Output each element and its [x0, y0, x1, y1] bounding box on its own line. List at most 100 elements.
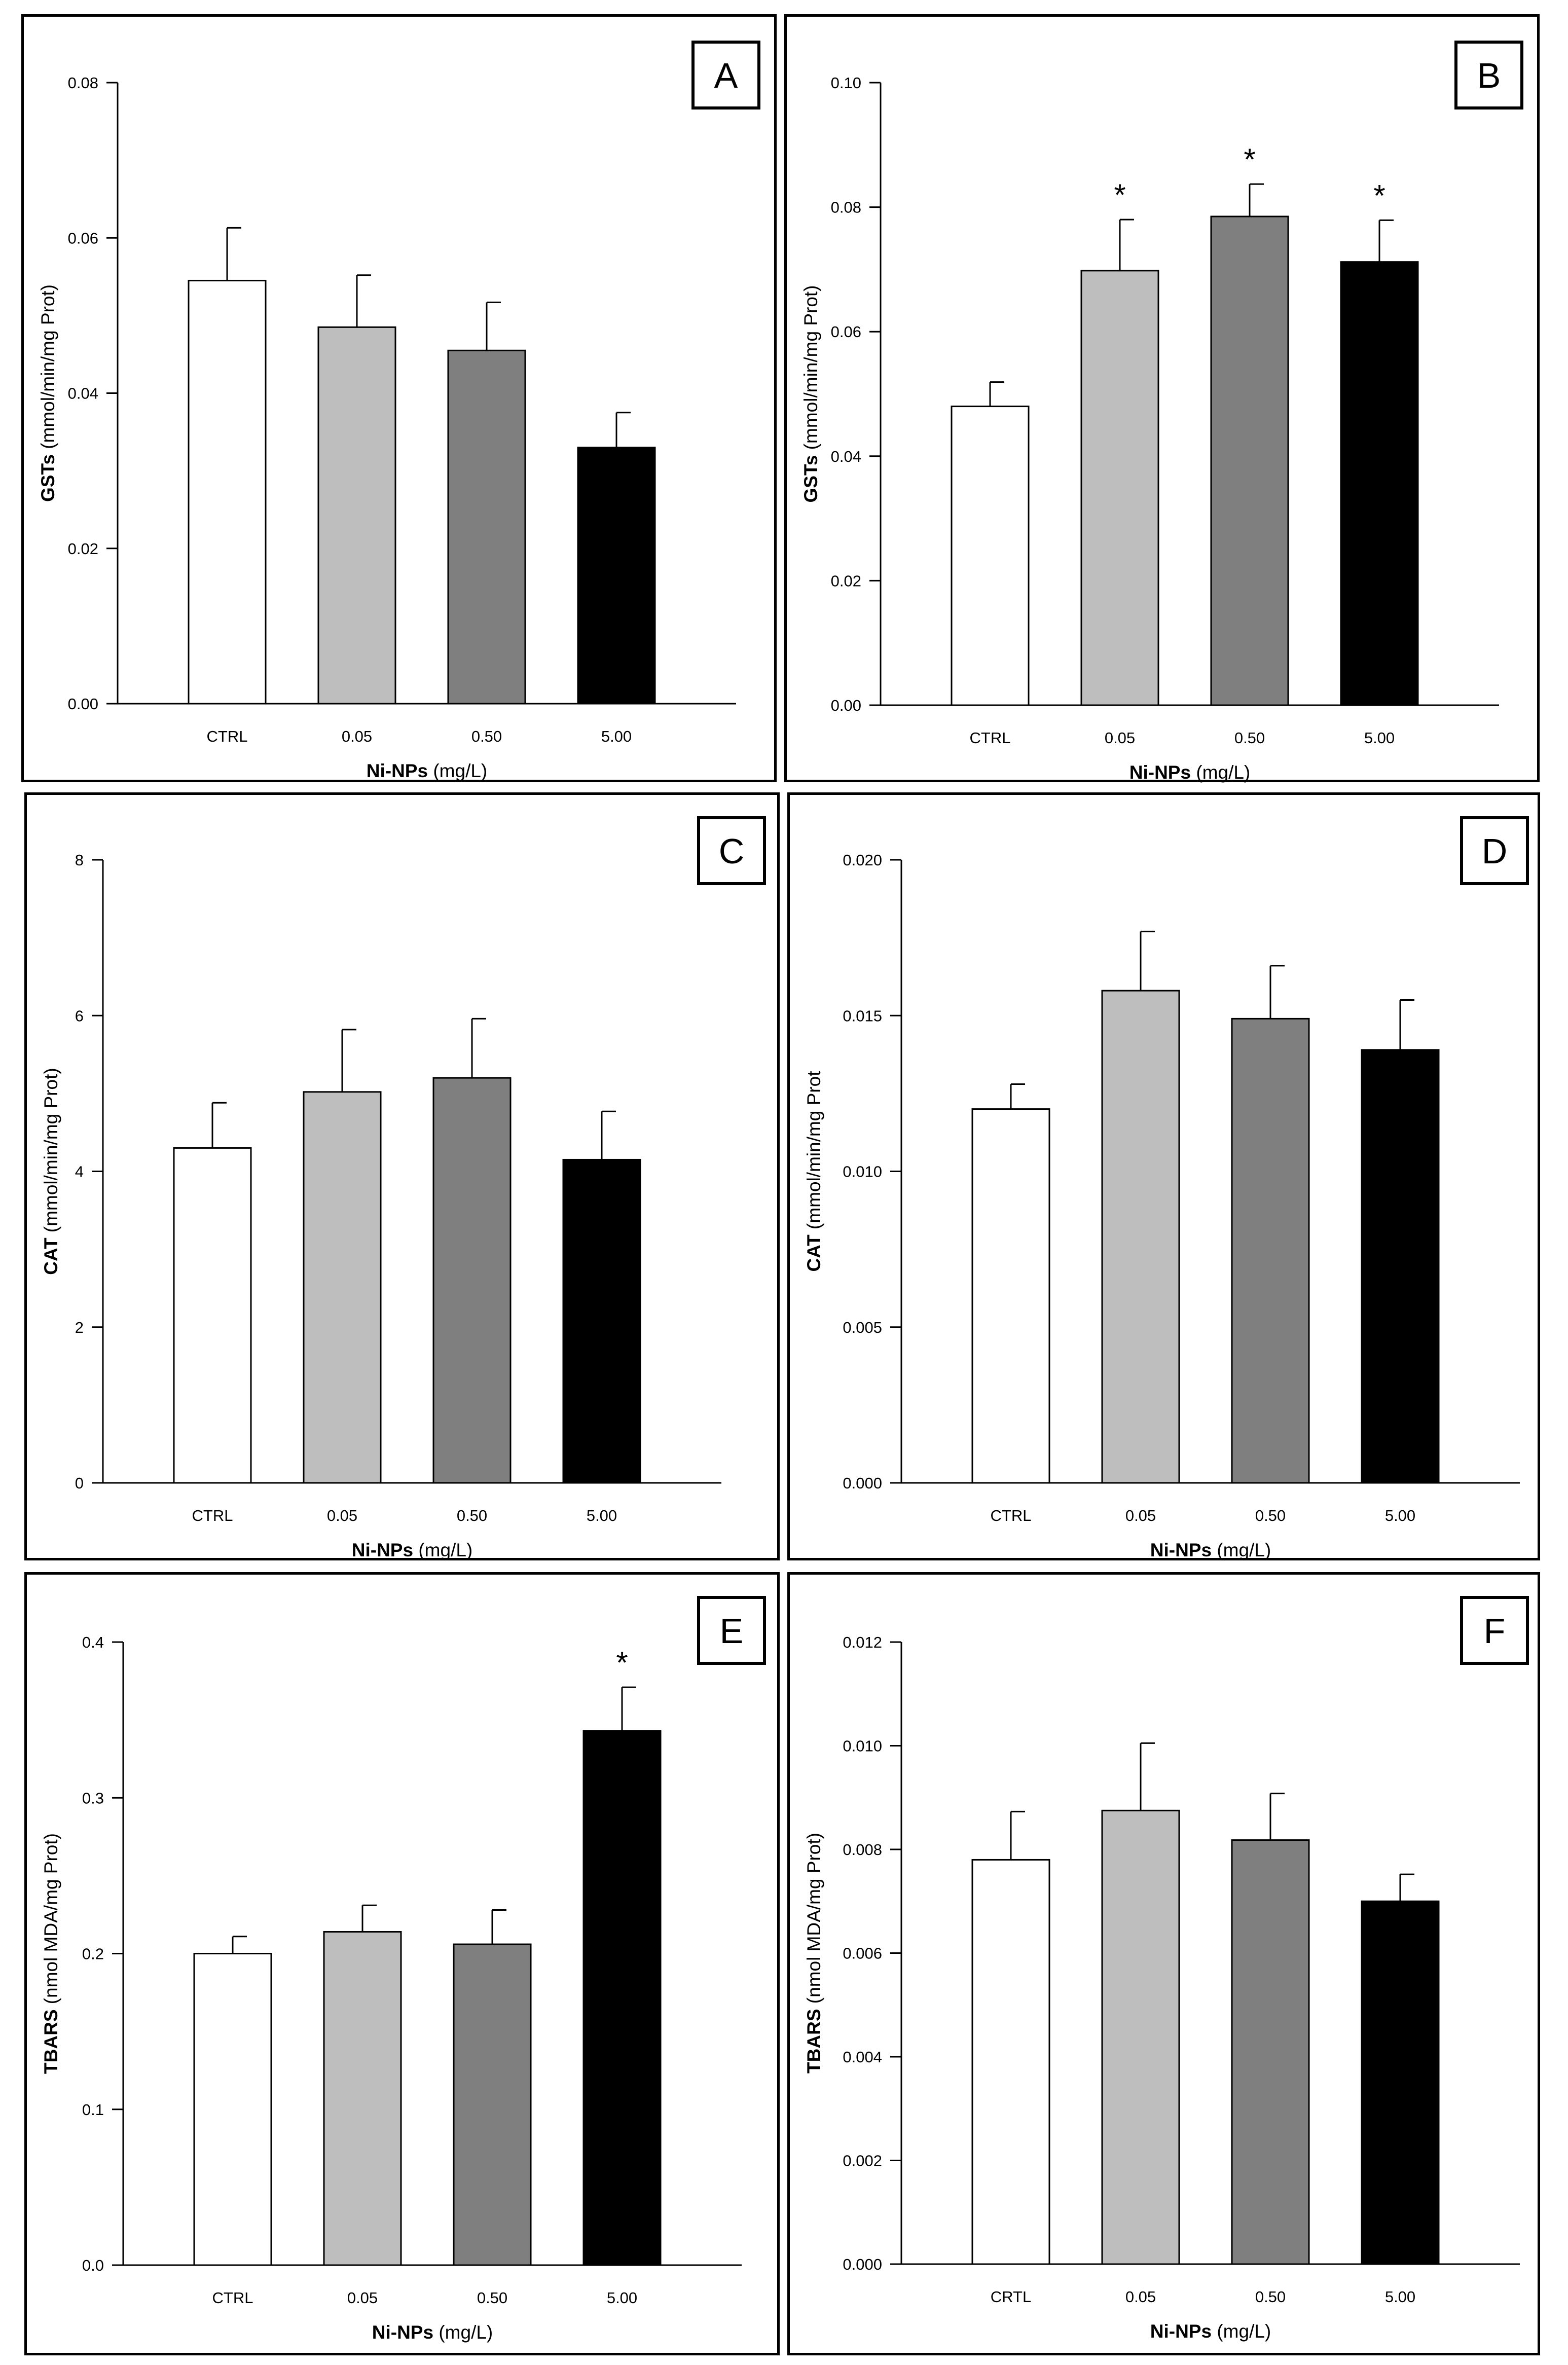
f-y-tick-label: 0.010	[843, 1737, 882, 1755]
chart-c: C 0 2 4 6 8 CTRL 0.05 0.50 5.00 Ni-NPs (mg/L) CAT (…	[41, 816, 766, 1560]
b-significance-marker: *	[1373, 178, 1385, 212]
chart-b: B 0.00 0.02 0.04 0.06 0.08 0.10 CTRL 0.05 * 0.50 * 5…	[800, 41, 1523, 783]
a-y-tick-label: 0.02	[68, 540, 98, 558]
f-bar	[971, 1859, 1050, 2265]
b-y-axis-title: GSTs (mmol/min/mg Prot)	[800, 285, 821, 503]
a-label-box	[691, 41, 760, 110]
a-x-tick-label: CTRL	[207, 727, 248, 745]
d-label-box	[1460, 816, 1529, 885]
a-bar	[447, 349, 526, 705]
d-y-tick-label: 0.015	[843, 1007, 882, 1025]
b-significance-marker: *	[1114, 178, 1125, 212]
panel-f: F 0.000 0.002 0.004 0.006 0.008 0.010 0.012 CRTL…	[787, 1572, 1540, 2355]
a-y-tick-label: 0.00	[68, 695, 98, 713]
c-y-tick-label: 4	[75, 1163, 84, 1181]
b-x-axis-title: Ni-NPs (mg/L)	[1129, 762, 1251, 783]
f-x-tick-label: CRTL	[991, 2288, 1031, 2306]
a-x-axis-title: Ni-NPs (mg/L)	[367, 760, 488, 781]
d-y-axis-title: CAT (mmol/min/mg Prot	[804, 1071, 824, 1272]
a-y-tick-label: 0.04	[68, 385, 98, 403]
e-y-tick-label: 0.4	[82, 1633, 104, 1651]
c-x-tick-label: 5.00	[587, 1507, 617, 1524]
b-y-tick-label: 0.02	[831, 572, 861, 590]
chart-f: F 0.000 0.002 0.004 0.006 0.008 0.010 0.012 CRTL…	[804, 1596, 1529, 2342]
e-x-axis-title: Ni-NPs (mg/L)	[372, 2322, 493, 2343]
a-x-tick-label: 0.05	[342, 727, 372, 745]
c-bar	[432, 1077, 512, 1484]
c-y-tick-label: 0	[75, 1474, 84, 1492]
f-x-axis-title: Ni-NPs (mg/L)	[1150, 2321, 1271, 2342]
e-bar	[193, 1953, 272, 2266]
b-x-tick-label: 0.50	[1234, 729, 1265, 747]
b-label-box	[1454, 41, 1523, 110]
b-y-tick-label: 0.04	[831, 448, 861, 465]
b-significance-marker: *	[1244, 142, 1255, 176]
d-x-tick-label: 5.00	[1385, 1507, 1415, 1524]
a-panel-label: A	[714, 56, 738, 95]
c-y-tick-label: 6	[75, 1007, 84, 1025]
e-bar	[323, 1931, 402, 2266]
f-x-tick-label: 0.50	[1255, 2288, 1286, 2306]
f-x-tick-label: 5.00	[1385, 2288, 1415, 2306]
panel-e: E 0.0 0.1 0.2 0.3 0.4 CTRL 0.05 0.50 5.00 * Ni-NPs …	[24, 1572, 780, 2355]
a-y-tick-label: 0.06	[68, 229, 98, 247]
c-x-axis-title: Ni-NPs (mg/L)	[352, 1540, 473, 1560]
c-y-tick-label: 2	[75, 1319, 84, 1336]
e-bar	[453, 1943, 532, 2266]
panel-b: B 0.00 0.02 0.04 0.06 0.08 0.10 CTRL 0.05 * 0.50 * 5…	[784, 14, 1540, 783]
chart-a: A 0.00 0.02 0.04 0.06 0.08 CTRL 0.05 0.50 5.00 Ni-…	[38, 41, 760, 781]
f-y-tick-label: 0.008	[843, 1841, 882, 1859]
b-y-tick-label: 0.08	[831, 199, 861, 216]
d-x-axis-title: Ni-NPs (mg/L)	[1150, 1540, 1271, 1560]
d-bar	[1101, 990, 1180, 1484]
e-significance-marker: *	[616, 1646, 628, 1680]
e-y-tick-label: 0.0	[82, 2257, 104, 2274]
b-bar	[1080, 270, 1159, 706]
d-x-tick-label: 0.05	[1125, 1507, 1156, 1524]
a-y-axis-title: GSTs (mmol/min/mg Prot)	[38, 284, 58, 502]
panel-d: D 0.000 0.005 0.010 0.015 0.020 CTRL 0.05 0.50 5.…	[787, 792, 1540, 1560]
chart-e: E 0.0 0.1 0.2 0.3 0.4 CTRL 0.05 0.50 5.00 * Ni-NPs …	[41, 1596, 766, 2343]
f-panel-label: F	[1484, 1611, 1506, 1651]
f-label-box	[1460, 1596, 1529, 1665]
c-bar	[173, 1147, 252, 1484]
d-y-tick-label: 0.010	[843, 1163, 882, 1181]
d-bar	[971, 1108, 1050, 1484]
e-panel-label: E	[720, 1611, 744, 1651]
f-x-tick-label: 0.05	[1125, 2288, 1156, 2306]
c-bar	[562, 1158, 641, 1484]
b-x-tick-label: 0.05	[1105, 729, 1135, 747]
a-x-tick-label: 5.00	[601, 727, 632, 745]
f-y-tick-label: 0.000	[843, 2255, 882, 2273]
b-x-tick-label: CTRL	[970, 729, 1011, 747]
f-y-tick-label: 0.002	[843, 2152, 882, 2170]
e-y-tick-label: 0.1	[82, 2101, 104, 2119]
f-y-tick-label: 0.012	[843, 1633, 882, 1651]
b-x-tick-label: 5.00	[1364, 729, 1395, 747]
d-bar	[1361, 1049, 1440, 1484]
f-y-tick-label: 0.004	[843, 2048, 882, 2066]
e-label-box	[697, 1596, 766, 1665]
d-x-tick-label: CTRL	[991, 1507, 1032, 1524]
b-bar	[1210, 215, 1289, 706]
a-x-tick-label: 0.50	[471, 727, 502, 745]
d-x-tick-label: 0.50	[1255, 1507, 1286, 1524]
a-bar	[577, 447, 656, 705]
c-bar	[303, 1091, 382, 1484]
c-x-tick-label: 0.50	[457, 1507, 487, 1524]
a-bar	[317, 326, 396, 705]
e-x-tick-label: 5.00	[607, 2289, 637, 2307]
d-panel-label: D	[1482, 831, 1508, 871]
e-x-tick-label: CTRL	[212, 2289, 253, 2307]
c-label-box	[697, 816, 766, 885]
f-y-axis-title: TBARS (nmol MDA/mg Prot)	[804, 1833, 824, 2073]
e-bar	[582, 1730, 662, 2266]
f-bar	[1361, 1900, 1440, 2265]
b-y-tick-label: 0.00	[831, 697, 861, 714]
c-x-tick-label: 0.05	[327, 1507, 357, 1524]
f-bar	[1101, 1809, 1180, 2265]
e-x-tick-label: 0.50	[477, 2289, 507, 2307]
f-y-tick-label: 0.006	[843, 1945, 882, 1962]
d-y-tick-label: 0.000	[843, 1474, 882, 1492]
b-bar	[1340, 261, 1419, 706]
